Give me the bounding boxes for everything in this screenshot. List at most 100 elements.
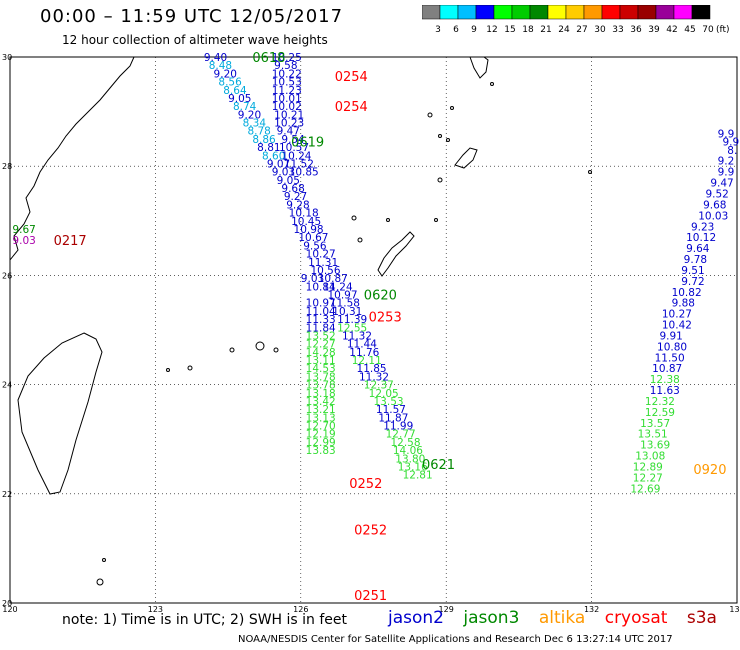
swh-value: 9.68 xyxy=(281,183,304,195)
colorbar-tick-label: 42 xyxy=(666,25,677,35)
swh-value: 11.23 xyxy=(272,85,302,97)
swh-value: 8.86 xyxy=(252,134,276,146)
swh-value: 14.28 xyxy=(306,347,336,359)
swh-value: 9.28 xyxy=(286,199,309,211)
swh-value: 13.78 xyxy=(306,371,336,383)
swh-value: 10.03 xyxy=(698,210,728,222)
latitude-label: 22 xyxy=(2,490,12,499)
swh-value: 13.57 xyxy=(640,418,670,430)
colorbar-tick-label: 9 xyxy=(471,25,477,35)
swh-value: 9.27 xyxy=(284,191,307,203)
colorbar-tick-label: 15 xyxy=(504,25,515,35)
swh-value: 13.42 xyxy=(306,396,336,408)
latitude-label: 26 xyxy=(2,271,12,280)
longitude-label: 129 xyxy=(439,605,454,614)
swh-value: 9.88 xyxy=(672,298,695,310)
swh-value: 11.99 xyxy=(383,421,413,433)
track-label: 0619 xyxy=(291,136,324,151)
swh-value: 9.03 xyxy=(272,167,295,179)
swh-value: 11.39 xyxy=(337,314,367,326)
latitude-label: 28 xyxy=(2,162,12,171)
swh-value: 12.58 xyxy=(390,437,420,449)
longitude-label: 120 xyxy=(2,605,17,614)
swh-values-layer: 9.408.489.208.568.649.058.749.208.348.78… xyxy=(12,52,739,495)
swh-value: 12.99 xyxy=(306,437,336,449)
swh-value: 11.32 xyxy=(359,371,389,383)
swh-value: 9.67 xyxy=(12,224,35,236)
swh-value: 14.06 xyxy=(393,445,423,457)
satellite-legend: jason2 jason3 altika cryosat s3a xyxy=(388,608,731,628)
track-label: 0621 xyxy=(422,458,455,473)
colorbar-tick-label: 3 xyxy=(435,25,441,35)
colorbar-tick-label: 36 xyxy=(630,25,642,35)
track-label: 0252 xyxy=(349,477,382,492)
swh-value: 8.56 xyxy=(218,77,242,89)
swh-value: 12.69 xyxy=(630,483,660,495)
swh-value: 13.18 xyxy=(306,388,336,400)
colorbar-tick-label: 33 xyxy=(612,25,623,35)
swh-value: 9.47 xyxy=(710,178,733,190)
swh-value: 9.20 xyxy=(214,68,237,80)
swh-value: 10.24 xyxy=(281,150,311,162)
swh-value: 12.32 xyxy=(645,396,675,408)
swh-value: 10.18 xyxy=(289,208,319,220)
colorbar-tick-label: 12 xyxy=(486,25,497,35)
swh-value: 9.54 xyxy=(281,134,305,146)
swh-value: 11.32 xyxy=(342,330,372,342)
footer-note: note: 1) Time is in UTC; 2) SWH is in fe… xyxy=(62,612,348,628)
swh-value: 10.23 xyxy=(274,118,304,130)
swh-value: 8.81 xyxy=(257,142,280,154)
swh-value: 10.02 xyxy=(272,101,302,113)
colorbar-tick-label: 6 xyxy=(453,25,459,35)
colorbar-legend: 3 6 9 12 15 18 21 24 27 30 33 36 39 42 45 70 (ft) xyxy=(422,5,730,35)
swh-value: 11.84 xyxy=(306,322,336,334)
swh-value: 10.97 xyxy=(306,298,336,310)
track-label: 0920 xyxy=(693,463,726,478)
china-coastline xyxy=(9,56,135,261)
swh-value: 11.52 xyxy=(284,158,314,170)
track-label: 0620 xyxy=(364,289,397,304)
swh-value: 12.70 xyxy=(306,421,336,433)
swh-value: 9.23 xyxy=(691,221,714,233)
swh-value: 9.64 xyxy=(686,243,710,255)
swh-value: 13.11 xyxy=(306,355,336,367)
longitude-label: 132 xyxy=(584,605,599,614)
latitude-label: 24 xyxy=(2,381,12,390)
swh-value: 10.45 xyxy=(291,216,321,228)
swh-value: 9.40 xyxy=(204,52,227,64)
swh-value: 9.9 xyxy=(718,128,735,140)
swh-value: 10.87 xyxy=(318,273,348,285)
swh-value: 13.16 xyxy=(398,462,428,474)
swh-value: 11.44 xyxy=(347,339,377,351)
swh-value: 9.20 xyxy=(238,109,261,121)
swh-value: 9.07 xyxy=(267,158,290,170)
swh-value: 12.27 xyxy=(306,339,336,351)
swh-value: 9.03 xyxy=(301,273,324,285)
swh-value: 13.53 xyxy=(374,396,404,408)
swh-value: 10.22 xyxy=(272,68,302,80)
swh-value: 9.58 xyxy=(274,60,297,72)
colorbar-tick-label: 18 xyxy=(522,25,534,35)
swh-value: 8.34 xyxy=(243,118,267,130)
longitude-label: 135 xyxy=(729,605,740,614)
track-label: 0252 xyxy=(354,523,387,538)
swh-value: 9.05 xyxy=(277,175,300,187)
swh-value: 10.82 xyxy=(672,287,702,299)
swh-value: 12.81 xyxy=(403,470,433,482)
swh-value: 13.69 xyxy=(640,440,670,452)
swh-value: 10.01 xyxy=(272,93,302,105)
swh-value: 10.67 xyxy=(298,232,328,244)
amami-island xyxy=(454,147,478,169)
track-label: 0254 xyxy=(335,100,368,115)
swh-value: 12.59 xyxy=(645,407,675,419)
longitude-label: 123 xyxy=(148,605,163,614)
swh-value: 12.05 xyxy=(369,388,399,400)
graticule xyxy=(9,56,738,604)
swh-value: 13.78 xyxy=(306,380,336,392)
legend-altika: altika xyxy=(538,608,586,628)
legend-jason3: jason3 xyxy=(463,608,520,628)
swh-value: 12.55 xyxy=(337,322,367,334)
colorbar-unit: (ft) xyxy=(716,25,730,35)
track-labels-layer: 0618 0254 0254 0619 0217 0620 0253 0621 0252 0252… xyxy=(54,51,727,604)
taiwan-landmass xyxy=(17,332,103,495)
